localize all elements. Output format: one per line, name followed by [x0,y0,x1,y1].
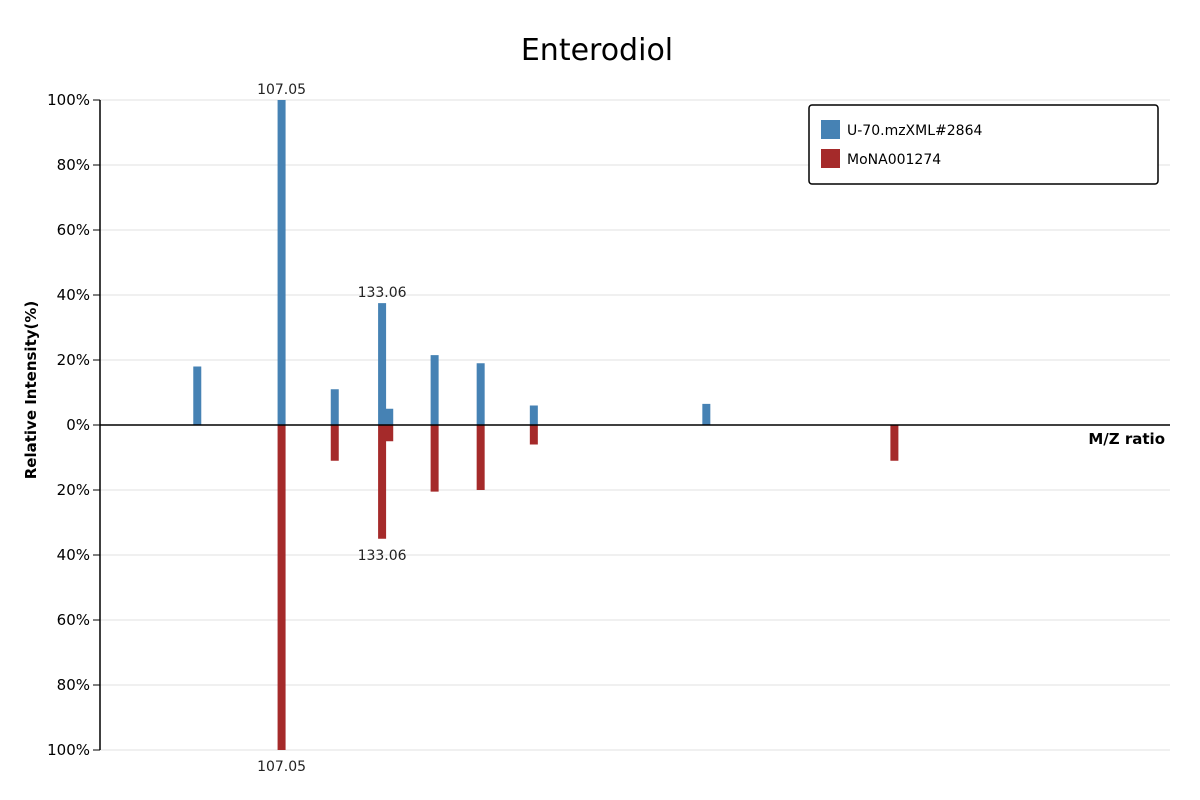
bars [193,100,899,750]
legend-entry: U-70.mzXML#2864 [847,123,982,139]
query-peak-bar [193,366,202,425]
query-peak-bar [378,303,387,425]
y-tick-label: 40% [57,546,90,564]
reference-peak-bar [430,425,439,492]
chart-title: Enterodiol [521,33,673,68]
peak-label: 133.06 [358,285,407,301]
reference-peak-bar [385,425,394,442]
legend-box [808,104,1159,185]
peak-label: 133.06 [358,548,407,564]
query-peak-bar [330,389,339,425]
reference-peak-bar [277,425,286,750]
reference-peak-bar [378,425,387,539]
y-tick-labels: 100% 80% 60% 40% 20% 0% 20% 40% 60% 80% 100% [47,91,100,759]
reference-peak-bar [330,425,339,461]
y-tick-label: 0% [66,416,90,434]
query-peak-bar [277,100,286,425]
query-peak-bar [702,403,711,425]
reference-peak-bar [890,425,899,461]
legend-swatch [821,149,840,168]
reference-peak-bar [529,425,538,445]
y-tick-label: 20% [57,351,90,369]
y-axis-title: Relative Intensity(%) [22,301,40,480]
legend-entry: MoNA001274 [847,152,941,168]
query-peak-bar [430,355,439,425]
y-tick-label: 20% [57,481,90,499]
query-peak-bar [385,408,394,425]
x-axis-title: M/Z ratio [1088,430,1165,448]
reference-peak-bar [476,425,485,490]
legend: U-70.mzXML#2864 MoNA001274 [808,104,1159,185]
peak-labels: 107.05 133.06 107.05 133.06 [257,82,407,775]
y-tick-label: 100% [47,91,90,109]
peak-label: 107.05 [257,759,306,775]
axes [99,100,1170,750]
query-peak-bar [476,363,485,425]
y-tick-label: 100% [47,741,90,759]
y-tick-label: 40% [57,286,90,304]
query-peak-bar [529,405,538,425]
peak-label: 107.05 [257,82,306,98]
y-tick-label: 80% [57,156,90,174]
y-tick-label: 80% [57,676,90,694]
y-tick-label: 60% [57,611,90,629]
y-tick-label: 60% [57,221,90,239]
legend-swatch [821,120,840,139]
